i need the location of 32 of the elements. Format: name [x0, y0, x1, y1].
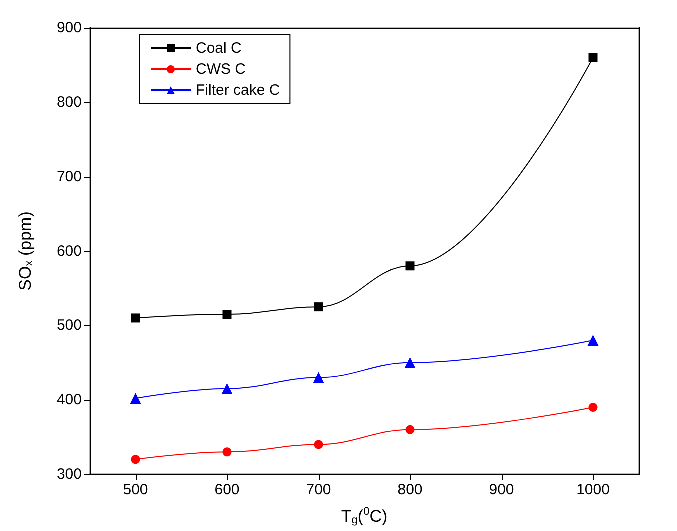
y-tick-label: 900 [56, 20, 82, 36]
y-tick-label: 700 [56, 168, 82, 186]
legend-label: CWS C [196, 61, 246, 78]
point [131, 455, 140, 464]
point [313, 372, 324, 384]
y-tick-label: 400 [56, 392, 82, 409]
point [588, 403, 598, 412]
point [588, 335, 599, 346]
y-tick-label: 500 [56, 317, 82, 334]
point [404, 357, 416, 368]
point [222, 310, 232, 320]
y-tick-label: 600 [56, 242, 82, 260]
legend-label: Filter cake C [196, 82, 280, 99]
y-axis-title: SOx (ppm) [16, 212, 36, 291]
legend-label: Coal C [196, 40, 242, 57]
y-tick-label: 800 [56, 94, 82, 111]
point [406, 425, 415, 434]
point [131, 314, 140, 323]
y-tick-label: 300 [56, 466, 82, 483]
x-tick-label: 800 [398, 482, 423, 498]
x-tick-label: 700 [306, 482, 332, 498]
point [130, 393, 142, 404]
point [314, 302, 324, 312]
point [314, 440, 324, 450]
x-tick-label: 500 [123, 482, 148, 498]
x-tick-label: 600 [214, 482, 240, 498]
point [406, 262, 415, 271]
point [222, 448, 232, 457]
point [588, 53, 598, 62]
point [222, 383, 233, 394]
x-tick-label: 900 [489, 482, 514, 498]
x-tick-label: 1000 [576, 482, 610, 498]
